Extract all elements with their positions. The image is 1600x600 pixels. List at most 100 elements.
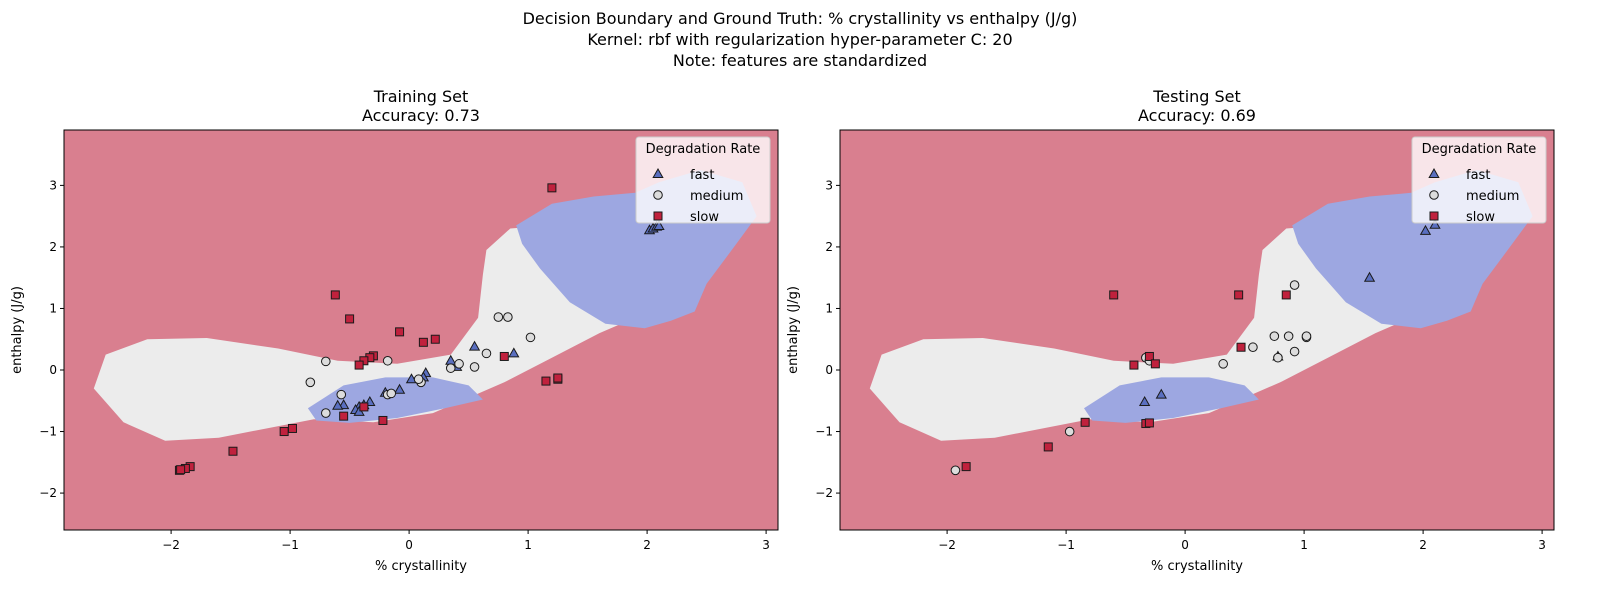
- point-fast: [1419, 224, 1432, 235]
- x-tick-label: 1: [1300, 538, 1308, 552]
- legend-marker-slow: [653, 211, 663, 221]
- point-slow: [1043, 442, 1053, 452]
- point-fast: [1429, 218, 1441, 229]
- x-axis-label: % crystallinity: [375, 559, 467, 574]
- y-tick-label: 1: [49, 301, 57, 315]
- x-tick-label: 3: [762, 538, 770, 552]
- point-slow: [359, 402, 369, 412]
- point-medium: [1289, 280, 1300, 290]
- subplot-accuracy: Accuracy: 0.69: [1138, 106, 1256, 125]
- point-medium: [481, 348, 492, 359]
- point-slow: [395, 327, 405, 337]
- subplot-title: Testing Set: [1152, 87, 1241, 106]
- legend-label-slow: slow: [1466, 210, 1495, 225]
- axes-frame: [63, 129, 779, 531]
- legend-marker-fast: [652, 167, 664, 178]
- point-medium: [1301, 331, 1312, 341]
- point-slow: [1234, 290, 1244, 300]
- y-axis-label: enthalpy (J/g): [786, 286, 801, 374]
- point-slow: [339, 411, 349, 421]
- legend-title: Degradation Rate: [1422, 142, 1537, 157]
- point-medium: [493, 312, 504, 322]
- y-tick-label: −1: [815, 425, 833, 439]
- point-medium: [336, 389, 347, 400]
- subplot-accuracy: Accuracy: 0.73: [362, 106, 480, 125]
- y-tick-label: 1: [825, 301, 833, 315]
- point-medium: [469, 362, 480, 372]
- point-medium: [1269, 331, 1280, 341]
- x-tick-label: −1: [1057, 538, 1075, 552]
- region-fast-lower: [1084, 377, 1259, 423]
- point-medium: [950, 465, 961, 476]
- region-medium: [93, 225, 636, 441]
- point-slow: [1144, 351, 1154, 361]
- y-tick-label: 2: [49, 240, 57, 254]
- suptitle-line-2: Kernel: rbf with regularization hyper-pa…: [587, 30, 1013, 49]
- point-slow: [1129, 360, 1139, 370]
- point-slow: [1109, 290, 1119, 300]
- point-medium: [454, 359, 464, 369]
- point-fast: [1138, 395, 1151, 406]
- plot-area: [64, 130, 778, 530]
- x-axis-label: % crystallinity: [1151, 559, 1243, 574]
- point-slow: [547, 183, 557, 193]
- point-slow: [345, 314, 355, 324]
- series-medium: [950, 280, 1312, 476]
- legend: Degradation Rate fast medium slow: [1411, 136, 1547, 225]
- x-tick-label: 1: [524, 538, 532, 552]
- point-medium: [1248, 342, 1258, 353]
- point-slow: [287, 423, 297, 433]
- point-medium: [305, 377, 316, 388]
- point-medium: [321, 408, 331, 418]
- legend-label-medium: medium: [690, 189, 743, 204]
- point-medium: [1273, 352, 1283, 363]
- point-medium: [1218, 359, 1228, 369]
- y-tick-label: −2: [39, 486, 57, 500]
- legend-label-slow: slow: [690, 210, 719, 225]
- legend-label-medium: medium: [1466, 189, 1519, 204]
- x-tick-label: 0: [1181, 538, 1189, 552]
- legend-marker-slow: [1429, 211, 1439, 221]
- point-medium: [1283, 331, 1294, 341]
- point-slow: [430, 334, 440, 344]
- point-slow: [378, 415, 388, 425]
- suptitle-line-1: Decision Boundary and Ground Truth: % cr…: [522, 9, 1078, 28]
- x-tick-label: −2: [162, 538, 180, 552]
- point-fast: [653, 219, 665, 230]
- y-tick-label: −1: [39, 425, 57, 439]
- x-tick-label: 2: [643, 538, 651, 552]
- x-tick-label: 3: [1538, 538, 1546, 552]
- point-medium: [445, 363, 456, 373]
- y-tick-label: −2: [815, 486, 833, 500]
- series-slow: [961, 290, 1291, 472]
- point-slow: [1080, 417, 1090, 427]
- region-medium: [869, 225, 1412, 441]
- x-tick-label: −1: [281, 538, 299, 552]
- legend-marker-medium: [1429, 190, 1439, 200]
- point-fast: [1363, 271, 1376, 282]
- legend-label-fast: fast: [1466, 168, 1490, 183]
- series-medium: [305, 312, 536, 418]
- subplot-title: Training Set: [373, 87, 469, 106]
- x-tick-label: 2: [1419, 538, 1427, 552]
- point-slow: [176, 465, 186, 475]
- point-slow: [354, 360, 364, 370]
- legend-label-fast: fast: [690, 168, 714, 183]
- y-axis-label: enthalpy (J/g): [10, 286, 25, 374]
- legend-box: [1411, 136, 1547, 224]
- point-slow: [330, 290, 340, 300]
- point-slow: [1144, 418, 1154, 428]
- point-medium: [525, 332, 536, 343]
- figure-suptitle: Decision Boundary and Ground Truth: % cr…: [0, 8, 1600, 71]
- y-tick-label: 3: [49, 178, 57, 192]
- point-medium: [386, 388, 397, 399]
- point-slow: [228, 446, 238, 456]
- point-medium: [503, 312, 513, 322]
- axes-frame: [839, 129, 1555, 531]
- point-medium: [413, 374, 424, 385]
- point-medium: [1289, 346, 1300, 357]
- point-slow: [553, 373, 563, 383]
